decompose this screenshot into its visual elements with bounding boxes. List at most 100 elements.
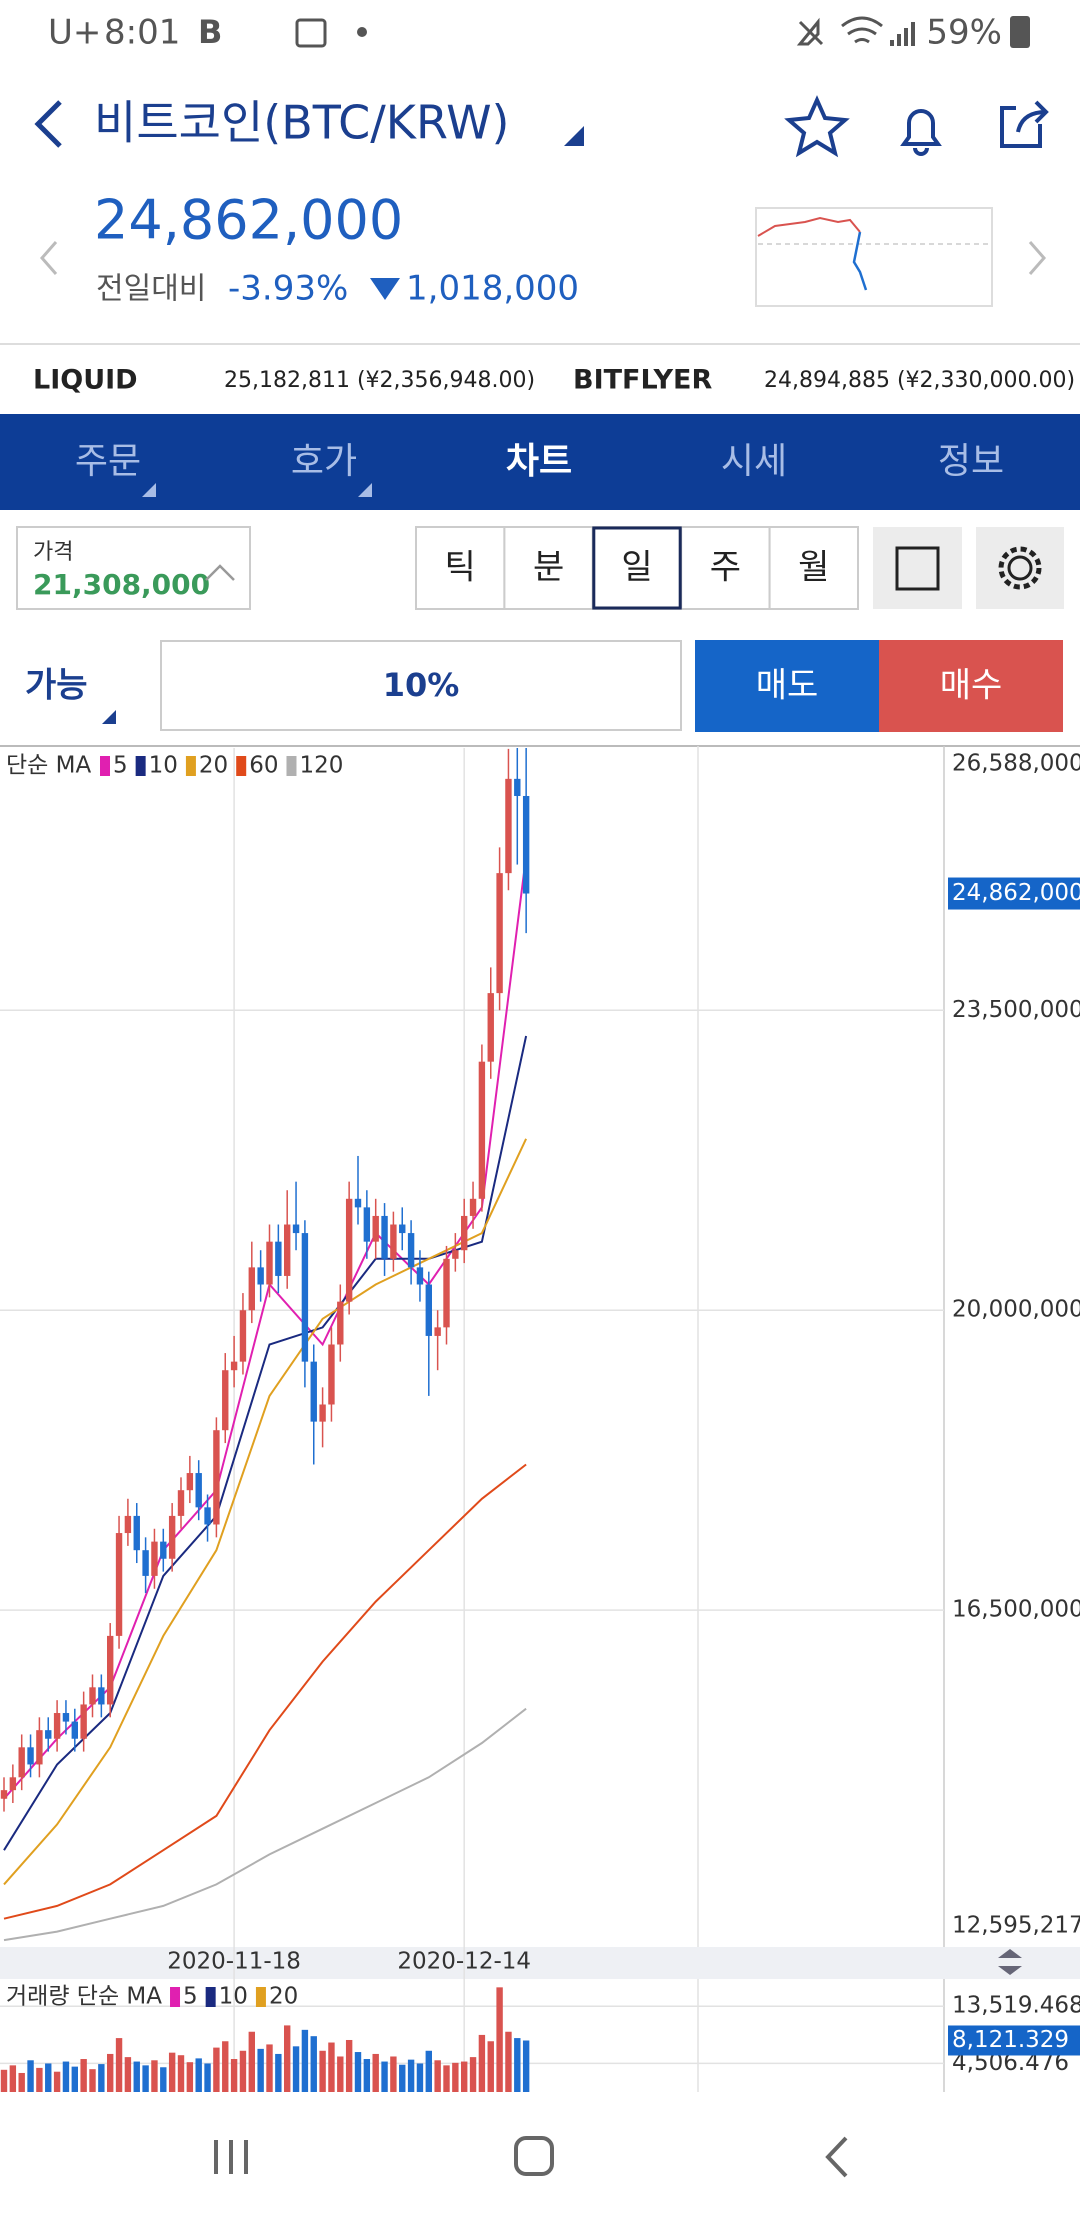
period-button[interactable]	[503, 526, 594, 610]
carrier: U+	[48, 13, 101, 53]
candle-body	[18, 1747, 25, 1778]
y-tick-label: 26,588,000	[952, 751, 1080, 777]
candle-body	[9, 1777, 17, 1791]
volume-bar	[71, 2066, 78, 2092]
candle-body	[390, 1224, 397, 1259]
period-label: 일	[621, 548, 652, 588]
candle-body	[186, 1473, 194, 1491]
share-button[interactable]	[1000, 100, 1049, 148]
chart-background	[0, 746, 1080, 2094]
candle-body	[522, 795, 530, 894]
legend-swatch	[286, 756, 297, 776]
volume-bar	[319, 2050, 326, 2092]
candle-body	[239, 1310, 247, 1362]
title-dropdown[interactable]	[564, 126, 584, 146]
period-button[interactable]	[591, 526, 683, 610]
tab-label[interactable]: 호가	[291, 441, 357, 482]
favorite-button[interactable]	[784, 95, 850, 158]
available-dropdown	[102, 710, 116, 724]
battery-level: 59%	[926, 13, 1002, 53]
legend-label: 20	[199, 753, 228, 779]
legend-label: 60	[249, 753, 278, 779]
candle-body	[416, 1267, 424, 1285]
candle-body	[469, 1198, 477, 1216]
ma-line	[3, 1463, 527, 1920]
percent-box[interactable]	[160, 640, 682, 731]
tab-label[interactable]: 정보	[938, 441, 1004, 482]
volume-bar	[204, 2063, 211, 2092]
period-button[interactable]	[415, 526, 506, 610]
candle-body	[124, 1515, 132, 1534]
price-input[interactable]	[16, 526, 251, 610]
volume-bar	[443, 2065, 450, 2092]
period-button[interactable]	[680, 526, 771, 610]
legend-label: 5	[183, 1984, 198, 2010]
volume-bar	[124, 2057, 132, 2092]
volume-bar	[142, 2065, 149, 2092]
tab-label[interactable]: 주문	[75, 441, 141, 482]
candle-body	[407, 1233, 415, 1268]
available-label[interactable]: 가능	[25, 666, 88, 706]
candle-body	[284, 1224, 291, 1276]
back-nav[interactable]	[825, 2136, 848, 2178]
period-label: 월	[798, 548, 829, 588]
tabs: 주문 호가 차트 시세 정보	[75, 441, 1004, 497]
volume-bar	[337, 2056, 344, 2092]
draw-icon	[895, 546, 940, 591]
candle-body	[257, 1267, 264, 1285]
legend-label: 10	[149, 753, 178, 779]
dot-icon	[357, 27, 367, 37]
alert-button[interactable]	[900, 109, 942, 156]
current-volume-label: 8,121.329	[952, 2027, 1069, 2053]
home-button[interactable]	[514, 2136, 554, 2176]
period-label: 주	[710, 548, 741, 588]
tab-indicator	[358, 483, 372, 497]
tab-indicator	[142, 483, 156, 497]
price-stepper[interactable]	[205, 564, 235, 581]
volume-bar	[416, 2063, 424, 2092]
candle-body	[487, 993, 494, 1062]
candle-body	[425, 1284, 432, 1336]
sell-button[interactable]	[695, 640, 879, 732]
resize-handle[interactable]	[998, 1949, 1022, 1975]
candle-body	[168, 1515, 176, 1559]
next-coin[interactable]	[1028, 241, 1046, 275]
candle-body	[115, 1533, 123, 1636]
candle-body	[230, 1361, 238, 1371]
tab-label[interactable]: 차트	[506, 441, 572, 482]
back-button[interactable]	[34, 100, 62, 148]
percent-value: 10%	[383, 666, 460, 704]
period-label: 분	[533, 548, 564, 588]
exchange-row: LIQUID 25,182,811 (¥2,356,948.00) BITFLY…	[33, 365, 1075, 396]
volume-bar	[27, 2060, 34, 2092]
candle-body	[354, 1198, 362, 1208]
candle-body	[372, 1215, 379, 1242]
legend-label: 5	[113, 753, 128, 779]
prev-coin[interactable]	[40, 241, 58, 275]
period-selected	[592, 526, 682, 610]
legend-label: 10	[219, 1984, 248, 2010]
draw-button[interactable]	[873, 527, 962, 609]
buy-button[interactable]	[879, 640, 1063, 732]
period-button[interactable]	[768, 526, 859, 610]
page-title[interactable]: 비트코인(BTC/KRW)	[94, 96, 510, 150]
volume-bar	[80, 2059, 87, 2092]
tab-label[interactable]: 시세	[721, 441, 787, 482]
sparkline-down	[852, 231, 868, 291]
recent-apps[interactable]	[214, 2140, 248, 2174]
volume-bar	[505, 2031, 512, 2092]
settings-gear	[998, 546, 1042, 590]
volume-bar	[222, 2041, 229, 2092]
y-tick-label: 23,500,000	[952, 997, 1080, 1023]
candle-body	[337, 1301, 344, 1345]
sparkline-box	[755, 207, 993, 307]
volume-bar	[89, 2069, 96, 2092]
candle-body	[461, 1215, 468, 1251]
battery-icon	[1010, 16, 1030, 48]
legend-prefix: 거래량 단순 MA	[6, 1984, 162, 2010]
candle-body	[177, 1490, 185, 1516]
legend-swatch	[205, 1987, 216, 2007]
settings-button[interactable]	[976, 527, 1064, 609]
